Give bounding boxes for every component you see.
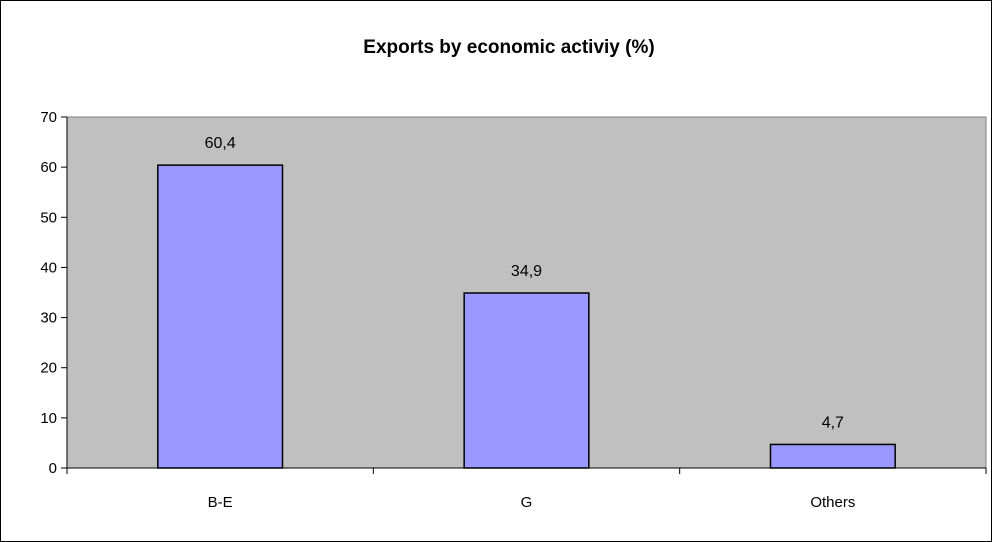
bars: 60,4 34,9 4,7: [157, 135, 896, 469]
chart-title: Exports by economic activiy (%): [363, 37, 654, 58]
data-label: 4,7: [822, 414, 844, 431]
y-tick-label: 60: [40, 159, 57, 176]
y-tick-label: 0: [49, 460, 57, 477]
data-label: 60,4: [205, 135, 236, 152]
y-axis: 0 10 20 30 40 50 60 70: [40, 109, 68, 477]
bar-b-e: [157, 164, 284, 469]
x-tick-label: G: [521, 494, 533, 511]
bar-g: [463, 292, 590, 469]
y-tick-label: 30: [40, 310, 57, 327]
y-tick-label: 50: [40, 209, 57, 226]
y-tick-label: 70: [40, 109, 57, 126]
y-tick-label: 20: [40, 360, 57, 377]
x-axis: B-E G Others: [66, 467, 987, 511]
bar-others: [769, 443, 896, 469]
x-tick-label: B-E: [208, 494, 233, 511]
y-tick-label: 40: [40, 259, 57, 276]
x-tick-label: Others: [810, 494, 855, 511]
y-tick-label: 10: [40, 410, 57, 427]
data-label: 34,9: [511, 263, 542, 280]
